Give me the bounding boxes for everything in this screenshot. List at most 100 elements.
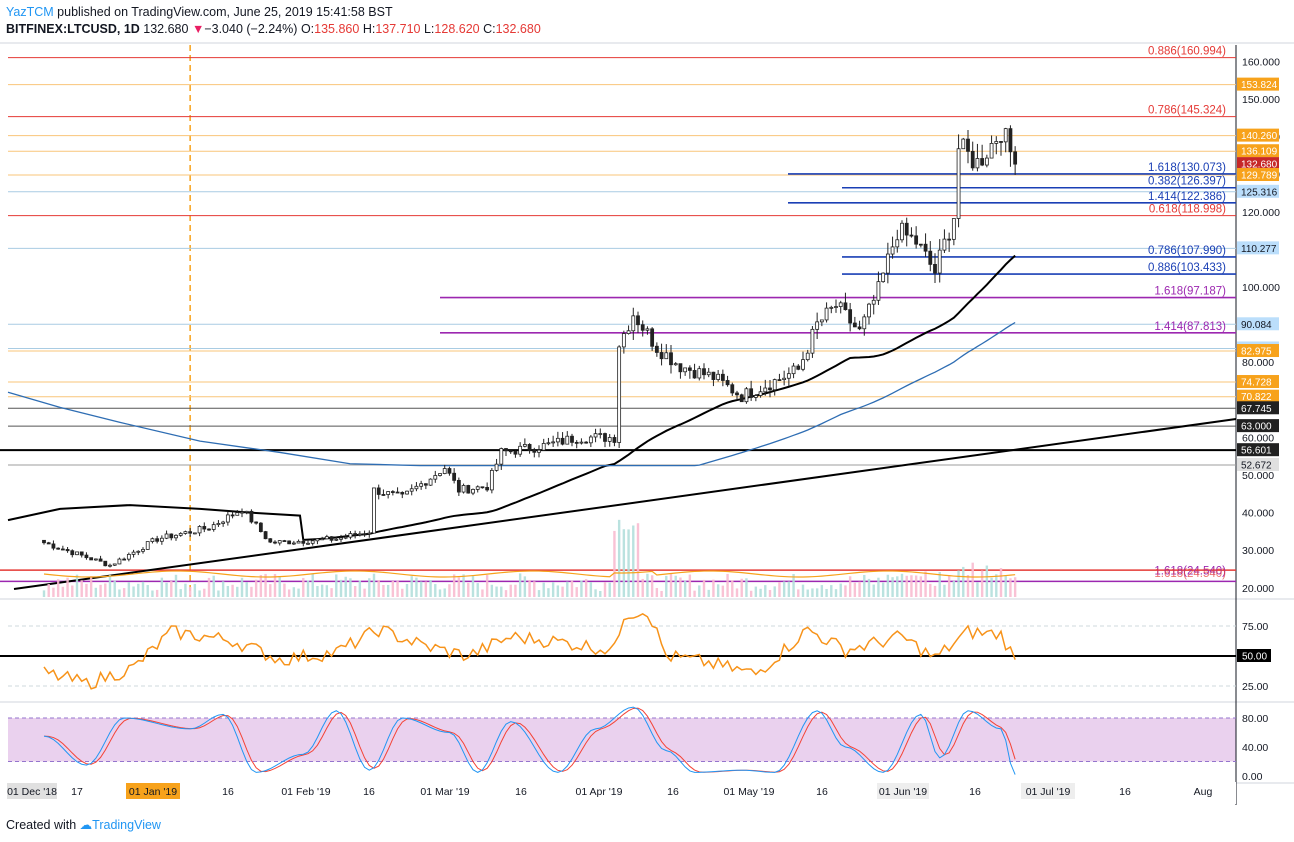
volume-bar xyxy=(910,575,913,597)
candle xyxy=(471,488,475,496)
candle xyxy=(876,271,881,305)
candle-body xyxy=(636,315,640,326)
volume-bar xyxy=(264,573,267,597)
author-link[interactable]: YazTCM xyxy=(6,5,54,19)
volume-bar xyxy=(844,585,847,597)
candle xyxy=(504,447,508,457)
candle-body xyxy=(447,468,452,474)
volume-bar xyxy=(85,583,88,597)
rsi-tick-label: 25.00 xyxy=(1242,681,1268,693)
volume-bar xyxy=(52,587,55,597)
volume-bar xyxy=(330,588,333,597)
candle-body xyxy=(79,551,84,556)
candle-body xyxy=(433,475,438,480)
candle-body xyxy=(744,388,749,403)
time-tick-label: 16 xyxy=(1119,786,1131,798)
candle xyxy=(136,550,141,556)
candle-body xyxy=(131,551,136,555)
candle-body xyxy=(56,547,61,550)
volume-bar xyxy=(721,585,725,597)
candle-body xyxy=(268,538,273,543)
volume-bar xyxy=(966,575,970,597)
candle-body xyxy=(89,557,94,561)
volume-bar xyxy=(207,577,211,597)
candle-body xyxy=(518,445,523,455)
candle-body xyxy=(357,533,362,536)
candle xyxy=(84,552,89,560)
candle xyxy=(838,300,843,314)
volume-bars xyxy=(42,519,1017,597)
volume-bar xyxy=(556,585,560,597)
candle xyxy=(334,536,339,541)
rsi-line xyxy=(43,612,1016,690)
candle-body xyxy=(108,564,112,567)
time-tick-label: 16 xyxy=(816,786,828,798)
volume-bar xyxy=(250,586,253,597)
down-arrow-icon: ▼ xyxy=(191,22,205,36)
candle-body xyxy=(687,367,692,371)
candle xyxy=(895,229,900,253)
candle-body xyxy=(126,553,131,560)
candle-body xyxy=(947,238,952,241)
candle xyxy=(320,536,325,541)
candle-body xyxy=(937,249,942,274)
candle-body xyxy=(65,549,70,552)
candle xyxy=(725,375,730,387)
candle-body xyxy=(122,558,127,561)
candle xyxy=(537,445,541,458)
candle-body xyxy=(815,321,820,330)
candle xyxy=(612,434,617,447)
volume-bar xyxy=(66,577,69,597)
volume-bar xyxy=(528,579,531,597)
volume-bar xyxy=(933,585,937,597)
volume-bar xyxy=(655,587,659,597)
volume-bar xyxy=(151,590,154,597)
volume-bar xyxy=(952,580,956,597)
candle xyxy=(640,320,645,337)
candle-body xyxy=(697,368,702,379)
volume-bar xyxy=(146,585,149,597)
candle xyxy=(739,393,744,403)
candle xyxy=(654,342,659,357)
candle-body xyxy=(117,558,122,565)
candle xyxy=(918,243,923,248)
candle xyxy=(626,325,631,335)
price-tick-label: 120.000 xyxy=(1242,207,1280,219)
volume-bar xyxy=(731,580,734,597)
time-tick-label: 01 Apr '19 xyxy=(576,786,623,798)
candle xyxy=(155,535,160,544)
candle xyxy=(645,326,650,335)
price-label-box xyxy=(1237,317,1279,331)
candle xyxy=(348,530,353,540)
stoch-tick-label: 80.00 xyxy=(1242,713,1268,725)
candle xyxy=(522,438,527,448)
candle-body xyxy=(574,441,579,444)
volume-bar xyxy=(641,578,644,597)
volume-bar xyxy=(500,586,503,597)
candle-body xyxy=(621,333,626,348)
candle-body xyxy=(258,522,263,532)
candle xyxy=(159,535,164,545)
candle xyxy=(244,510,249,515)
candle xyxy=(687,365,692,379)
tradingview-brand[interactable]: TradingView xyxy=(92,818,161,832)
candle xyxy=(192,532,197,535)
high-value: 137.710 xyxy=(375,22,421,36)
price-label: 56.601 xyxy=(1241,446,1272,457)
candle xyxy=(117,557,122,565)
candle-body xyxy=(192,532,197,535)
time-tick-label: 01 Jan '19 xyxy=(129,786,177,798)
stoch-tick-label: 0.00 xyxy=(1242,771,1263,783)
candle-body xyxy=(136,550,141,553)
volume-bar xyxy=(566,581,569,597)
candle xyxy=(178,532,183,537)
volume-bar xyxy=(245,582,248,597)
candle xyxy=(475,485,480,493)
candle-body xyxy=(428,478,433,486)
candle-body xyxy=(386,491,391,495)
candle-body xyxy=(876,281,881,301)
candle-body xyxy=(984,157,989,166)
volume-bar xyxy=(363,588,366,597)
candle xyxy=(513,450,518,458)
